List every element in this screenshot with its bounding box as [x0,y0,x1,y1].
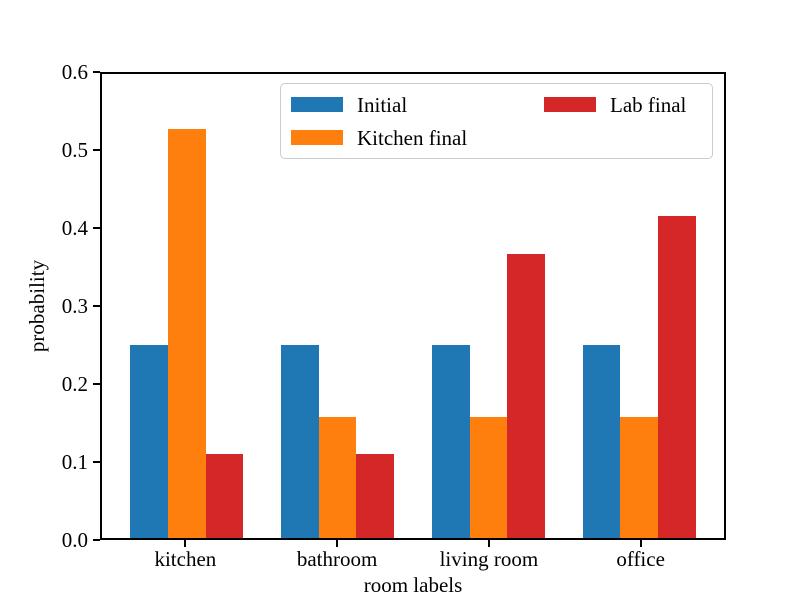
x-axis-label: room labels [363,573,463,597]
y-tick-mark [93,227,100,229]
bar-lab-final-bathroom [356,454,395,538]
legend: Initial Kitchen final Lab final [280,83,713,159]
y-tick-mark [93,539,100,541]
bar-kitchen-final-office [620,416,659,538]
legend-label: Lab final [610,92,687,117]
bar-kitchen-final-kitchen [167,128,206,538]
bar-initial-living-room [431,344,470,538]
x-tick-mark [487,540,490,547]
y-tick-label: 0.4 [61,216,88,240]
x-tick-mark [639,540,642,547]
bar-kitchen-final-bathroom [318,416,357,538]
x-tick-label-kitchen: kitchen [154,547,217,571]
y-tick-mark [93,305,100,307]
x-tick-label-bathroom: bathroom [296,547,378,571]
bar-lab-final-living-room [507,254,545,538]
y-tick-label: 0.3 [61,294,88,318]
bar-lab-final-office [658,216,696,538]
x-tick-label-office: office [616,547,665,571]
y-tick-label: 0.0 [61,528,88,552]
legend-label: Initial [357,92,408,117]
y-axis-label: probability [25,259,49,353]
bar-initial-office [582,344,621,538]
x-tick-label-living-room: living room [439,547,539,571]
legend-entry-lab-final: Lab final [544,92,702,118]
y-tick-label: 0.6 [61,60,88,84]
bar-lab-final-kitchen [205,454,244,538]
bar-initial-kitchen [130,344,168,538]
y-tick-label: 0.1 [61,450,88,474]
y-tick-mark [93,383,100,385]
y-tick-mark [93,71,100,73]
bar-kitchen-final-living-room [469,416,508,538]
y-tick-label: 0.5 [61,138,88,162]
y-tick-mark [93,149,100,151]
legend-swatch-initial [291,97,343,112]
y-tick-label: 0.2 [61,372,88,396]
legend-entry-kitchen-final: Kitchen final [291,125,544,151]
legend-swatch-kitchen-final [291,130,343,145]
legend-label: Kitchen final [357,125,468,150]
x-tick-mark [184,540,187,547]
legend-entry-initial: Initial [291,92,544,118]
bar-initial-bathroom [281,344,319,538]
legend-swatch-lab-final [544,97,596,112]
y-tick-mark [93,461,100,463]
x-tick-mark [336,540,339,547]
